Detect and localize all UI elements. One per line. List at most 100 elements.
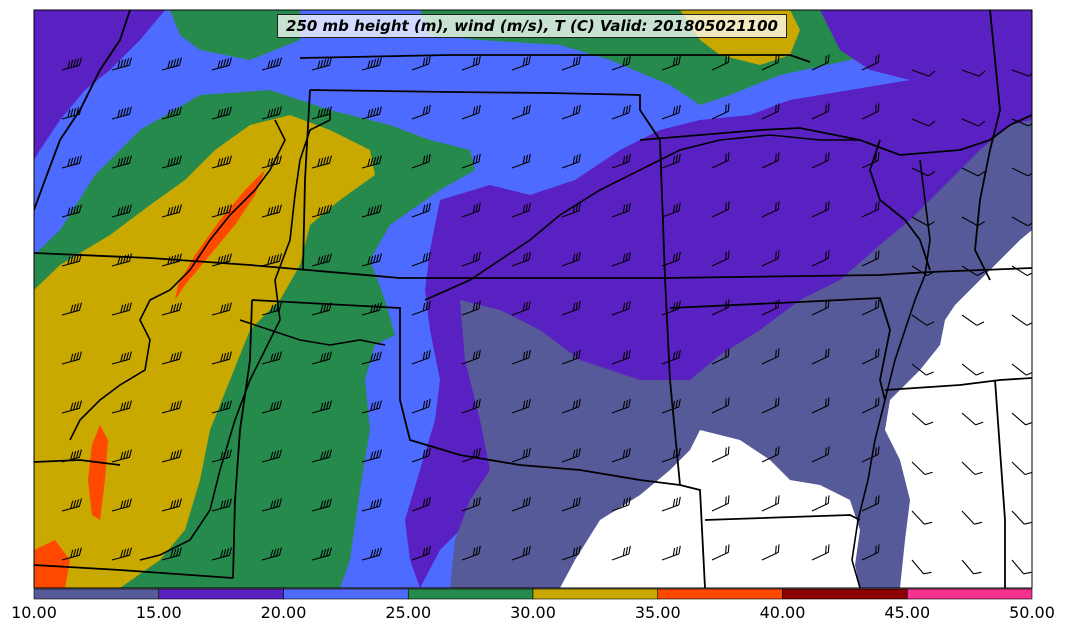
- wind-barb-icon: [361, 498, 382, 512]
- wind-barb-icon: [461, 251, 481, 267]
- wind-barb-icon: [61, 498, 82, 512]
- wind-barb-icon: [561, 300, 581, 316]
- wind-barb-icon: [411, 55, 431, 71]
- wind-barb-icon: [1011, 363, 1032, 376]
- wind-barb-icon: [961, 412, 984, 426]
- wind-barb-icon: [661, 251, 681, 267]
- wind-barb-icon: [961, 314, 985, 326]
- wind-barb-icon: [961, 265, 985, 277]
- wind-barb-icon: [361, 57, 382, 71]
- colorbar-bin: [657, 588, 783, 600]
- wind-barb-icon: [161, 400, 182, 414]
- wind-barb-icon: [511, 202, 531, 218]
- wind-barb-icon: [911, 363, 934, 376]
- wind-barb-icon: [211, 57, 232, 71]
- wind-barb-icon: [161, 204, 182, 218]
- wind-barb-icon: [111, 155, 132, 169]
- wind-barb-icon: [311, 547, 332, 561]
- wind-barb-icon: [111, 449, 132, 463]
- wind-barb-icon: [961, 461, 983, 476]
- wind-barb-icon: [711, 250, 730, 267]
- band-30-35-west: [34, 115, 375, 588]
- wind-barb-icon: [161, 498, 182, 512]
- river-line: [239, 319, 386, 346]
- band-25-30-northwest: [170, 10, 300, 60]
- wind-barb-icon: [211, 400, 232, 414]
- wind-barb-icon: [261, 547, 282, 561]
- wind-barb-icon: [311, 498, 332, 512]
- wind-barb-icon: [661, 104, 681, 120]
- wind-barb-icon: [311, 204, 332, 218]
- border-line: [232, 299, 253, 579]
- wind-barb-icon: [61, 57, 82, 71]
- wind-barb-icon: [161, 106, 182, 120]
- wind-barb-icon: [261, 106, 282, 120]
- wind-barb-icon: [461, 496, 481, 512]
- wind-barb-icon: [211, 351, 232, 365]
- wind-barb-icon: [1011, 461, 1032, 476]
- wind-barb-icon: [611, 545, 631, 561]
- map-title: 250 mb height (m), wind (m/s), T (C) Val…: [277, 14, 787, 38]
- wind-barb-icon: [811, 201, 830, 218]
- wind-barb-icon: [111, 351, 132, 365]
- colorbar-bin: [283, 588, 409, 600]
- wind-barb-icon: [511, 153, 531, 169]
- wind-barb-icon: [261, 253, 282, 267]
- wind-barb-icon: [411, 496, 431, 512]
- wind-barb-icon: [811, 495, 830, 512]
- wind-barb-icon: [461, 153, 481, 169]
- wind-barb-icon: [811, 348, 830, 365]
- colorbar-tick-label: 40.00: [760, 603, 806, 622]
- wind-barb-icon: [1011, 216, 1032, 227]
- wind-barb-icon: [961, 118, 986, 127]
- wind-barb-icon: [961, 510, 983, 525]
- wind-barb-icon: [411, 300, 431, 316]
- colorbar-tick-label: 25.00: [385, 603, 431, 622]
- wind-barb-icon: [561, 153, 581, 169]
- wind-barb-icon: [761, 54, 780, 71]
- wind-barb-icon: [661, 496, 681, 512]
- wind-barb-icon: [711, 348, 730, 365]
- wind-barb-icon: [461, 447, 481, 463]
- river-line: [851, 159, 931, 588]
- wind-barb-icon: [611, 251, 631, 267]
- wind-barb-icon: [511, 104, 531, 120]
- band-15-20-northwest: [34, 10, 165, 160]
- wind-barb-icon: [111, 547, 132, 561]
- wind-barb-icon: [311, 449, 332, 463]
- wind-barb-icon: [911, 69, 936, 77]
- wind-barb-icon: [211, 498, 232, 512]
- wind-barb-icon: [861, 299, 880, 316]
- colorbar-bin: [906, 588, 1033, 600]
- border-line: [251, 299, 681, 486]
- wind-barb-icon: [111, 498, 132, 512]
- wind-barb-icon: [461, 300, 481, 316]
- wind-barb-icon: [761, 152, 780, 169]
- wind-barbs: [61, 54, 1032, 575]
- wind-barb-icon: [361, 449, 382, 463]
- wind-barb-icon: [911, 118, 936, 127]
- wind-barb-icon: [161, 57, 182, 71]
- wind-barb-icon: [811, 446, 830, 463]
- border-line: [884, 377, 1032, 391]
- wind-barb-icon: [861, 103, 880, 120]
- colorbar-tick-label: 45.00: [884, 603, 930, 622]
- wind-barb-icon: [661, 202, 681, 218]
- wind-barb-icon: [761, 495, 780, 512]
- wind-barb-icon: [161, 253, 182, 267]
- wind-barb-icon: [411, 447, 431, 463]
- wind-barb-icon: [711, 299, 730, 316]
- wind-barb-icon: [611, 349, 631, 365]
- wind-barb-icon: [561, 55, 581, 71]
- wind-barb-icon: [911, 559, 932, 575]
- river-lines: [69, 110, 931, 588]
- wind-barb-icon: [761, 103, 780, 120]
- wind-barb-icon: [211, 302, 232, 316]
- wind-barb-icon: [511, 300, 531, 316]
- wind-barb-icon: [461, 398, 481, 414]
- colorbar-bin: [532, 588, 659, 600]
- wind-barb-icon: [661, 447, 681, 463]
- wind-barb-icon: [361, 253, 382, 267]
- wind-barb-icon: [411, 545, 431, 561]
- colorbar-tick-label: 15.00: [136, 603, 182, 622]
